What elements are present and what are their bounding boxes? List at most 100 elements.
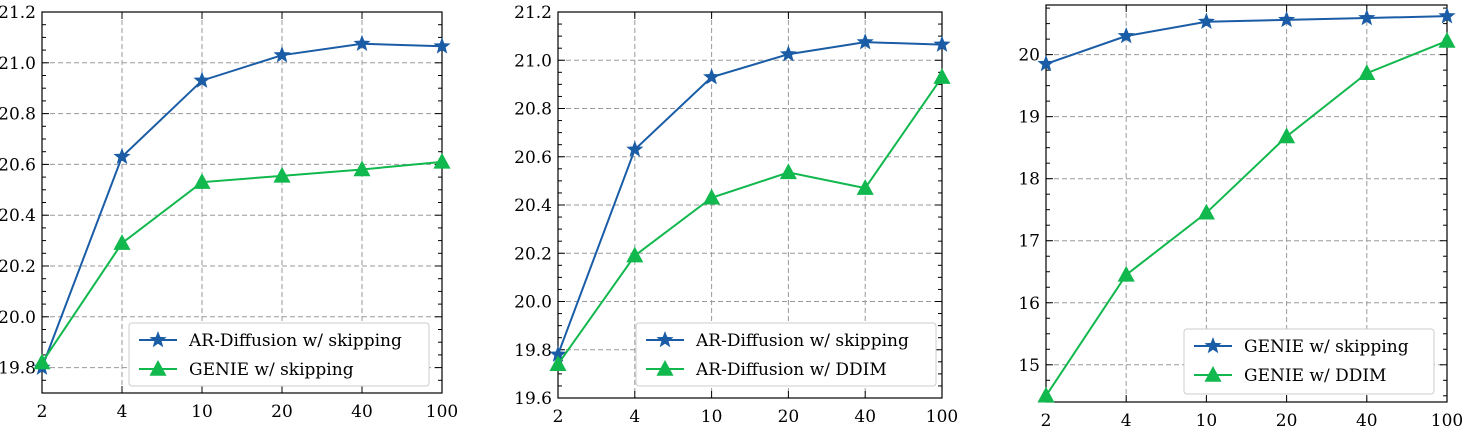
star-marker: [273, 46, 291, 63]
y-tick-label: 19.8: [514, 341, 552, 361]
x-tick-label: 10: [191, 402, 213, 422]
y-tick-label: 19.6: [514, 389, 552, 409]
x-tick-label: 100: [426, 402, 458, 422]
series-2: [33, 152, 451, 370]
legend-box: [635, 322, 937, 387]
plot-frame: [1045, 4, 1448, 403]
star-marker: [113, 147, 131, 165]
chart-panel-1: 19.8 20.0 20.2 20.4 20.6 20.8 21.0 21.2 2 4 10 20 40…: [0, 3, 458, 422]
series-1: [1037, 7, 1456, 72]
y-tick-label: 18: [1018, 170, 1040, 190]
triangle-marker: [433, 152, 451, 169]
x-tick-label: 100: [1431, 411, 1463, 429]
grid: [42, 12, 442, 393]
legend-marker: [656, 360, 674, 376]
y-tick-label: 20: [1018, 46, 1040, 66]
y-tick-label: 20.4: [0, 206, 36, 226]
triangle-marker: [1438, 31, 1456, 48]
star-marker: [1037, 54, 1055, 72]
y-tick-label: 20.8: [514, 100, 552, 120]
triangle-marker: [1037, 386, 1055, 403]
series-line: [41, 160, 443, 364]
series-2: [549, 68, 951, 371]
legend: AR-Diffusion w/ skipping AR-Diffusion w/ …: [635, 322, 937, 387]
legend-label: GENIE w/ skipping: [189, 360, 354, 380]
star-marker: [353, 34, 371, 52]
star-marker: [703, 68, 721, 85]
legend-marker: [656, 331, 674, 348]
x-tick-label: 20: [778, 407, 800, 427]
star-marker: [856, 33, 874, 50]
star-marker: [1438, 7, 1456, 24]
legend-label: GENIE w/ DDIM: [1244, 366, 1386, 386]
x-tick-label: 40: [351, 402, 373, 422]
triangle-marker: [626, 246, 644, 263]
legend: GENIE w/ skipping GENIE w/ DDIM: [1183, 328, 1435, 395]
star-marker: [549, 345, 567, 362]
x-tick-label: 10: [1196, 411, 1218, 429]
legend-label: AR-Diffusion w/ skipping: [188, 331, 402, 351]
legend-marker: [149, 331, 167, 348]
x-tick-label: 20: [1276, 411, 1298, 429]
series-line: [557, 41, 943, 355]
x-tick-label: 4: [117, 402, 128, 422]
star-marker: [1278, 10, 1296, 28]
triangle-marker: [933, 68, 951, 84]
star-marker: [626, 140, 644, 157]
x-tick-label: 4: [1121, 411, 1132, 429]
triangle-marker: [273, 166, 291, 183]
triangle-marker: [1278, 127, 1296, 144]
y-tick-label: 19.8: [0, 359, 36, 379]
y-tick-label: 20.4: [514, 196, 552, 216]
triangle-marker: [193, 173, 211, 189]
triangle-marker: [1358, 64, 1376, 80]
triangle-marker: [1197, 203, 1215, 220]
y-tick-label: 20.2: [514, 244, 552, 264]
legend-box: [1183, 328, 1435, 395]
series-1: [549, 33, 951, 362]
legend-label: AR-Diffusion w/ skipping: [695, 331, 909, 351]
legend-label: GENIE w/ skipping: [1244, 337, 1409, 357]
legend: AR-Diffusion w/ skipping GENIE w/ skippin…: [128, 322, 430, 387]
star-marker: [933, 35, 951, 52]
chart-panel-2: 19.6 19.8 20.0 20.2 20.4 20.6 20.8 21.0 21.2 2 4 10…: [514, 3, 958, 427]
series-line: [41, 42, 443, 368]
star-marker: [1358, 9, 1376, 26]
plot-frame: [41, 11, 443, 394]
y-tick-label: 20.6: [0, 155, 36, 175]
y-tick-label: 20.6: [514, 148, 552, 168]
series-line: [1045, 15, 1448, 65]
legend-marker: [1204, 366, 1222, 382]
triangle-marker: [856, 179, 874, 195]
star-marker: [1117, 27, 1135, 44]
legend-label: AR-Diffusion w/ DDIM: [695, 360, 887, 380]
triangle-marker: [549, 355, 567, 371]
y-tick-label: 21.0: [0, 54, 36, 74]
plot-frame: [557, 11, 943, 399]
y-tick-label: 20.0: [514, 293, 552, 313]
legend-marker: [149, 360, 167, 376]
x-tick-label: 4: [629, 407, 640, 427]
star-marker: [433, 37, 451, 54]
x-tick-label: 2: [1041, 411, 1052, 429]
axis-ticks: [1045, 5, 1448, 402]
legend-box: [128, 322, 430, 387]
x-tick-label: 40: [854, 407, 876, 427]
axis-ticks: [557, 11, 943, 399]
y-tick-label: 15: [1018, 356, 1040, 376]
triangle-marker: [33, 353, 51, 370]
x-tick-label: 40: [1356, 411, 1378, 429]
y-tick-label: 20.0: [0, 308, 36, 328]
triangle-marker: [703, 188, 721, 205]
star-marker: [779, 45, 797, 62]
x-tick-label: 2: [37, 402, 48, 422]
triangle-marker: [779, 163, 797, 180]
triangle-marker: [1117, 265, 1135, 282]
y-tick-label: 21.0: [514, 51, 552, 71]
chart-panel-3: 15 16 17 18 19 20 2 4 10 20 40 100 GENIE w/ skipping…: [1018, 4, 1463, 429]
y-tick-label: 20.8: [0, 105, 36, 125]
y-tick-label: 20.2: [0, 257, 36, 277]
triangle-marker: [113, 234, 131, 250]
y-tick-label: 17: [1018, 232, 1040, 252]
